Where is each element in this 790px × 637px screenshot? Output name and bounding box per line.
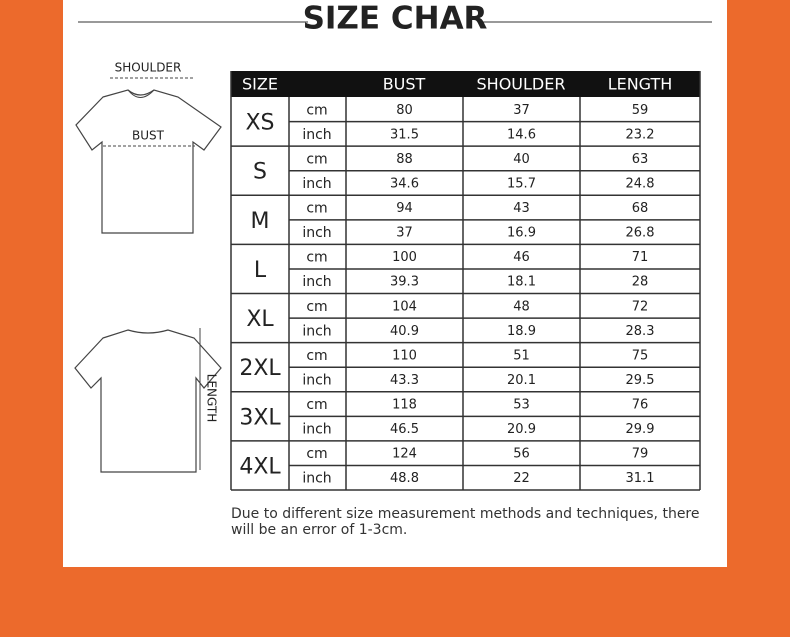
value-cell: 29.5 <box>626 373 655 388</box>
unit-cell: inch <box>302 127 331 143</box>
value-cell: 94 <box>396 201 413 216</box>
value-cell: 16.9 <box>507 226 536 241</box>
value-cell: 48 <box>513 299 530 314</box>
size-cell: 3XL <box>239 405 281 430</box>
unit-cell: inch <box>302 225 331 241</box>
unit-cell: cm <box>306 397 327 413</box>
label-shoulder: SHOULDER <box>115 61 182 75</box>
value-cell: 63 <box>632 152 649 167</box>
value-cell: 71 <box>632 250 649 265</box>
label-bust: BUST <box>132 129 165 143</box>
unit-cell: cm <box>306 348 327 364</box>
unit-cell: cm <box>306 102 327 118</box>
value-cell: 59 <box>632 103 649 118</box>
value-cell: 40 <box>513 152 530 167</box>
value-cell: 100 <box>392 250 417 265</box>
unit-cell: inch <box>302 323 331 339</box>
header-cell: LENGTH <box>608 75 673 94</box>
shirt-back <box>74 329 222 473</box>
value-cell: 18.9 <box>507 324 536 339</box>
unit-cell: cm <box>306 446 327 462</box>
shirt-front <box>75 89 222 234</box>
value-cell: 37 <box>396 226 413 241</box>
value-cell: 43 <box>513 201 530 216</box>
value-cell: 37 <box>513 103 530 118</box>
value-cell: 18.1 <box>507 275 536 290</box>
value-cell: 76 <box>632 398 649 413</box>
value-cell: 20.9 <box>507 422 536 437</box>
value-cell: 29.9 <box>626 422 655 437</box>
size-cell: XS <box>245 111 274 136</box>
value-cell: 34.6 <box>390 176 419 191</box>
size-cell: 2XL <box>239 356 281 381</box>
value-cell: 28 <box>632 275 649 290</box>
table: SIZE BUST SHOULDER LENGTH XS cm 80 37 59 inch 31.5… <box>230 71 701 491</box>
header-cell: SIZE <box>242 75 278 94</box>
note: Due to different size measurement method… <box>231 506 700 538</box>
value-cell: 72 <box>632 299 649 314</box>
value-cell: 46 <box>513 250 530 265</box>
value-cell: 40.9 <box>390 324 419 339</box>
unit-cell: inch <box>302 422 331 438</box>
unit-cell: inch <box>302 372 331 388</box>
unit-cell: cm <box>306 250 327 266</box>
value-cell: 24.8 <box>626 176 655 191</box>
value-cell: 110 <box>392 348 417 363</box>
value-cell: 15.7 <box>507 176 536 191</box>
label-length: LENGTH <box>205 374 219 422</box>
value-cell: 26.8 <box>626 226 655 241</box>
value-cell: 31.1 <box>626 471 655 486</box>
value-cell: 68 <box>632 201 649 216</box>
unit-cell: cm <box>306 299 327 315</box>
collar <box>127 89 155 98</box>
value-cell: 124 <box>392 447 417 462</box>
size-cell: XL <box>246 307 274 332</box>
unit-cell: inch <box>302 176 331 192</box>
value-cell: 23.2 <box>626 127 655 142</box>
header-cell: SHOULDER <box>477 75 566 94</box>
header-cell: BUST <box>383 75 426 94</box>
header-bg <box>231 71 700 97</box>
value-cell: 79 <box>632 447 649 462</box>
value-cell: 75 <box>632 348 649 363</box>
title: SIZE CHAR <box>303 1 488 37</box>
value-cell: 104 <box>392 299 417 314</box>
value-cell: 14.6 <box>507 127 536 142</box>
unit-cell: cm <box>306 201 327 217</box>
value-cell: 20.1 <box>507 373 536 388</box>
value-cell: 22 <box>513 471 530 486</box>
value-cell: 39.3 <box>390 275 419 290</box>
value-cell: 51 <box>513 348 530 363</box>
value-cell: 48.8 <box>390 471 419 486</box>
unit-cell: cm <box>306 151 327 167</box>
size-cell: S <box>253 160 267 185</box>
value-cell: 88 <box>396 152 413 167</box>
size-cell: 4XL <box>239 454 281 479</box>
value-cell: 43.3 <box>390 373 419 388</box>
size-cell: L <box>254 258 267 283</box>
value-cell: 53 <box>513 398 530 413</box>
value-cell: 80 <box>396 103 413 118</box>
value-cell: 46.5 <box>390 422 419 437</box>
value-cell: 31.5 <box>390 127 419 142</box>
unit-cell: inch <box>302 274 331 290</box>
value-cell: 56 <box>513 447 530 462</box>
value-cell: 118 <box>392 398 417 413</box>
unit-cell: inch <box>302 471 331 487</box>
size-cell: M <box>251 209 270 234</box>
value-cell: 28.3 <box>626 324 655 339</box>
